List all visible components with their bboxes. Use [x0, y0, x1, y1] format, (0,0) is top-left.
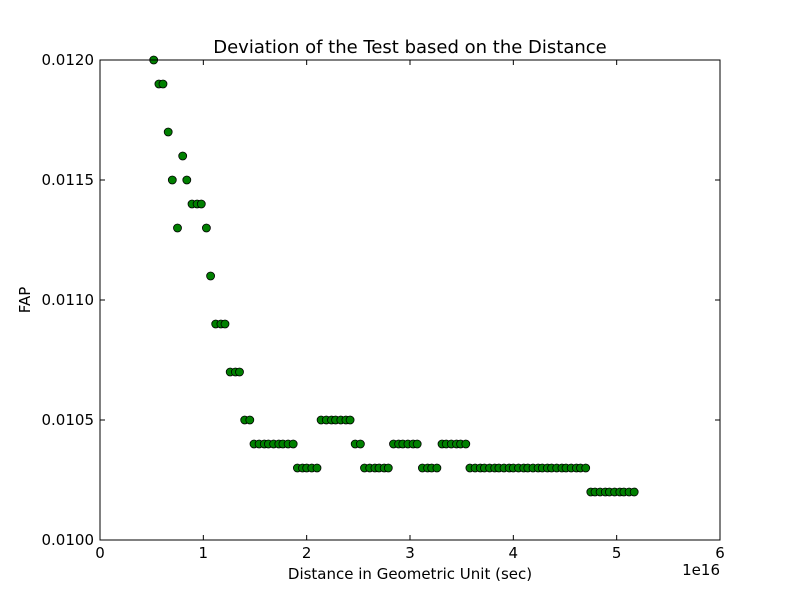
data-point: [167, 175, 177, 185]
data-point: [201, 223, 211, 233]
y-tick-label: 0.0100: [42, 531, 95, 549]
x-axis-label: Distance in Geometric Unit (sec): [288, 565, 532, 583]
data-point: [312, 463, 322, 473]
data-markers: [149, 55, 639, 497]
axes-background: [100, 60, 720, 540]
chart-title: Deviation of the Test based on the Dista…: [213, 37, 607, 58]
data-point: [235, 367, 244, 377]
x-axis-offset-label: 1e16: [682, 561, 720, 579]
y-tick-label: 0.0120: [42, 51, 95, 69]
y-axis-ticks: 0.0100 0.0105 0.0110 0.0115 0.0120: [42, 51, 720, 549]
data-point: [383, 463, 393, 473]
x-tick-label: 1: [199, 544, 209, 562]
x-tick-label: 3: [405, 544, 415, 562]
y-tick-label: 0.0105: [42, 411, 95, 429]
y-tick-label: 0.0115: [42, 171, 95, 189]
data-point: [178, 151, 188, 161]
data-point: [196, 199, 206, 209]
data-point: [355, 439, 365, 449]
data-point: [158, 79, 168, 89]
data-point: [581, 463, 591, 473]
data-point: [432, 463, 442, 473]
data-point: [220, 319, 230, 329]
x-axis-ticks: 0 1 2 3 4 5 6: [95, 60, 725, 562]
data-point: [288, 439, 298, 449]
x-tick-label: 0: [95, 544, 105, 562]
data-point: [182, 175, 192, 185]
y-tick-label: 0.0110: [42, 291, 95, 309]
data-point: [245, 415, 255, 425]
data-point: [345, 415, 355, 425]
data-point: [461, 439, 471, 449]
x-tick-label: 2: [302, 544, 312, 562]
y-axis-label: FAP: [16, 287, 34, 314]
data-point: [163, 127, 173, 137]
plot-area: 0 1 2 3 4 5 6 0.0100 0.0105 0.0110 0.0115 0.0120: [42, 51, 725, 562]
data-point: [629, 487, 639, 497]
x-tick-label: 6: [715, 544, 725, 562]
x-tick-label: 4: [509, 544, 519, 562]
data-point: [206, 271, 216, 281]
data-point: [173, 223, 182, 233]
data-point: [412, 439, 422, 449]
x-tick-label: 5: [612, 544, 622, 562]
